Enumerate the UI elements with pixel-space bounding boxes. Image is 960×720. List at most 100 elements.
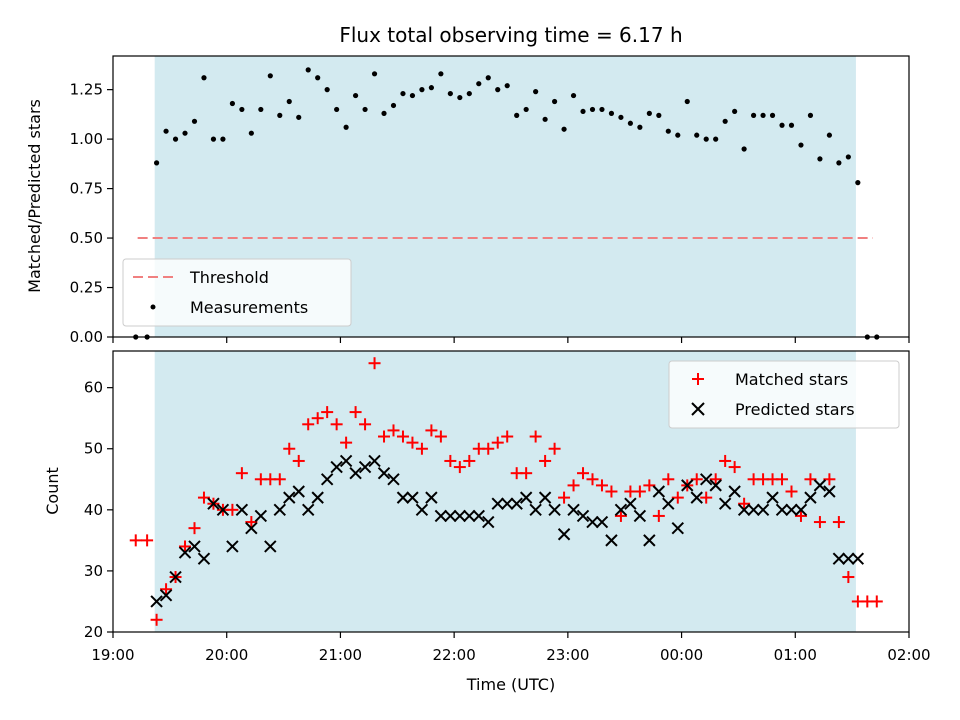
top-y-axis-label: Matched/Predicted stars [25, 99, 44, 293]
predicted-star-point [349, 466, 362, 480]
predicted-star-point [728, 485, 741, 498]
measurement-point [258, 106, 264, 113]
measurement-point [210, 136, 217, 142]
predicted-star-point [671, 521, 684, 535]
predicted-star-point [387, 473, 400, 486]
y-tick-label: 20 [84, 623, 103, 641]
matched-star-point [595, 479, 608, 492]
predicted-star-point [264, 540, 277, 553]
predicted-star-point [662, 497, 675, 510]
matched-star-point [842, 571, 855, 584]
measurement-point [504, 83, 510, 89]
legend-predicted-swatch [691, 402, 705, 416]
x-tick-label: 00:00 [660, 646, 703, 664]
predicted-star-point [245, 521, 258, 535]
y-tick-label: 50 [84, 440, 103, 458]
matched-star-point [690, 473, 703, 486]
measurement-point [191, 118, 198, 124]
y-tick-label: 0.50 [70, 229, 103, 247]
measurement-point [684, 98, 690, 105]
predicted-star-point [444, 509, 457, 523]
predicted-star-point [690, 491, 703, 504]
x-tick-label: 23:00 [546, 646, 589, 664]
predicted-star-point [785, 503, 798, 517]
predicted-star-point [548, 503, 561, 517]
matched-star-point [425, 424, 438, 437]
predicted-star-point [472, 509, 485, 523]
matched-star-point [188, 522, 201, 535]
measurement-point [476, 81, 482, 87]
matched-star-point [444, 454, 457, 467]
top-panel: 0.00 0.25 0.50 0.75 1.00 1.25 Flux total obse… [25, 23, 910, 346]
predicted-star-point [756, 503, 770, 517]
y-tick-label: 40 [84, 501, 103, 519]
measurement-point [248, 130, 254, 136]
matched-star-point [330, 418, 343, 431]
predicted-star-point [339, 454, 353, 468]
measurement-point [457, 94, 463, 101]
measurement-point [239, 106, 245, 113]
predicted-star-point [406, 491, 419, 504]
bottom-y-axis: 20 30 40 50 60 [84, 379, 113, 641]
predicted-star-point [434, 509, 448, 523]
measurement-point [608, 110, 615, 116]
matched-star-point [832, 516, 845, 529]
measurement-point [722, 118, 728, 124]
top-plot-frame [112, 55, 910, 338]
measurement-point [836, 160, 842, 166]
measurement-point [523, 106, 529, 113]
measurement-point [229, 100, 235, 107]
predicted-star-point [482, 515, 495, 529]
matched-star-point [558, 491, 571, 504]
predicted-star-point [453, 509, 467, 523]
predicted-star-point [842, 552, 855, 565]
measurement-point [542, 116, 548, 122]
y-tick-label: 0.00 [70, 328, 103, 346]
measurement-point [855, 180, 861, 186]
matched-star-point [870, 595, 883, 608]
predicted-star-point [614, 503, 628, 517]
predicted-star-point [681, 479, 694, 492]
predicted-star-point [377, 466, 391, 480]
predicted-star-point [283, 491, 296, 504]
measurement-point [637, 124, 643, 130]
measurement-point [656, 112, 662, 118]
matched-star-point [785, 485, 798, 498]
matched-star-point [804, 473, 817, 486]
legend-matched-swatch [692, 373, 704, 385]
predicted-star-point [150, 595, 163, 608]
predicted-star-point [178, 546, 192, 559]
measurement-point [694, 132, 700, 138]
matched-star-point [813, 516, 826, 529]
measurement-point [343, 124, 349, 130]
matched-star-point [823, 473, 836, 486]
matched-star-point [150, 613, 163, 626]
matched-star-point [141, 534, 154, 547]
measurement-point [390, 102, 397, 109]
matched-star-point [567, 479, 580, 492]
measurement-point [296, 114, 302, 120]
matched-star-point [349, 406, 362, 419]
matched-star-point [539, 454, 552, 467]
matched-star-point [548, 442, 561, 455]
matched-star-point [728, 461, 741, 474]
top-legend: Threshold Measurements [122, 258, 352, 327]
predicted-star-point [463, 509, 476, 523]
measurement-point [788, 122, 795, 128]
predicted-star-point [491, 497, 504, 510]
measurement-point [495, 87, 501, 93]
top-y-axis: 0.00 0.25 0.50 0.75 1.00 1.25 [70, 81, 113, 346]
measurement-point [428, 85, 434, 91]
predicted-star-point [226, 540, 239, 553]
matched-star-point [235, 467, 248, 480]
y-tick-label: 60 [84, 379, 103, 397]
top-x-axis [112, 337, 910, 343]
measurement-point [485, 75, 491, 81]
legend-measurements-label: Measurements [190, 298, 308, 317]
predicted-star-point [519, 491, 533, 504]
predicted-star-point [159, 589, 173, 602]
matched-star-point [482, 442, 495, 455]
predicted-star-point [832, 552, 846, 565]
x-tick-label: 02:00 [887, 646, 930, 664]
matched-star-point [501, 430, 514, 443]
